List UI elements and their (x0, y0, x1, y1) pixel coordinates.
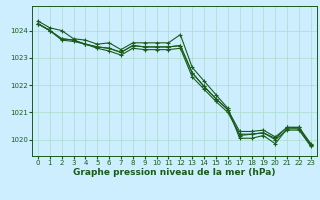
X-axis label: Graphe pression niveau de la mer (hPa): Graphe pression niveau de la mer (hPa) (73, 168, 276, 177)
